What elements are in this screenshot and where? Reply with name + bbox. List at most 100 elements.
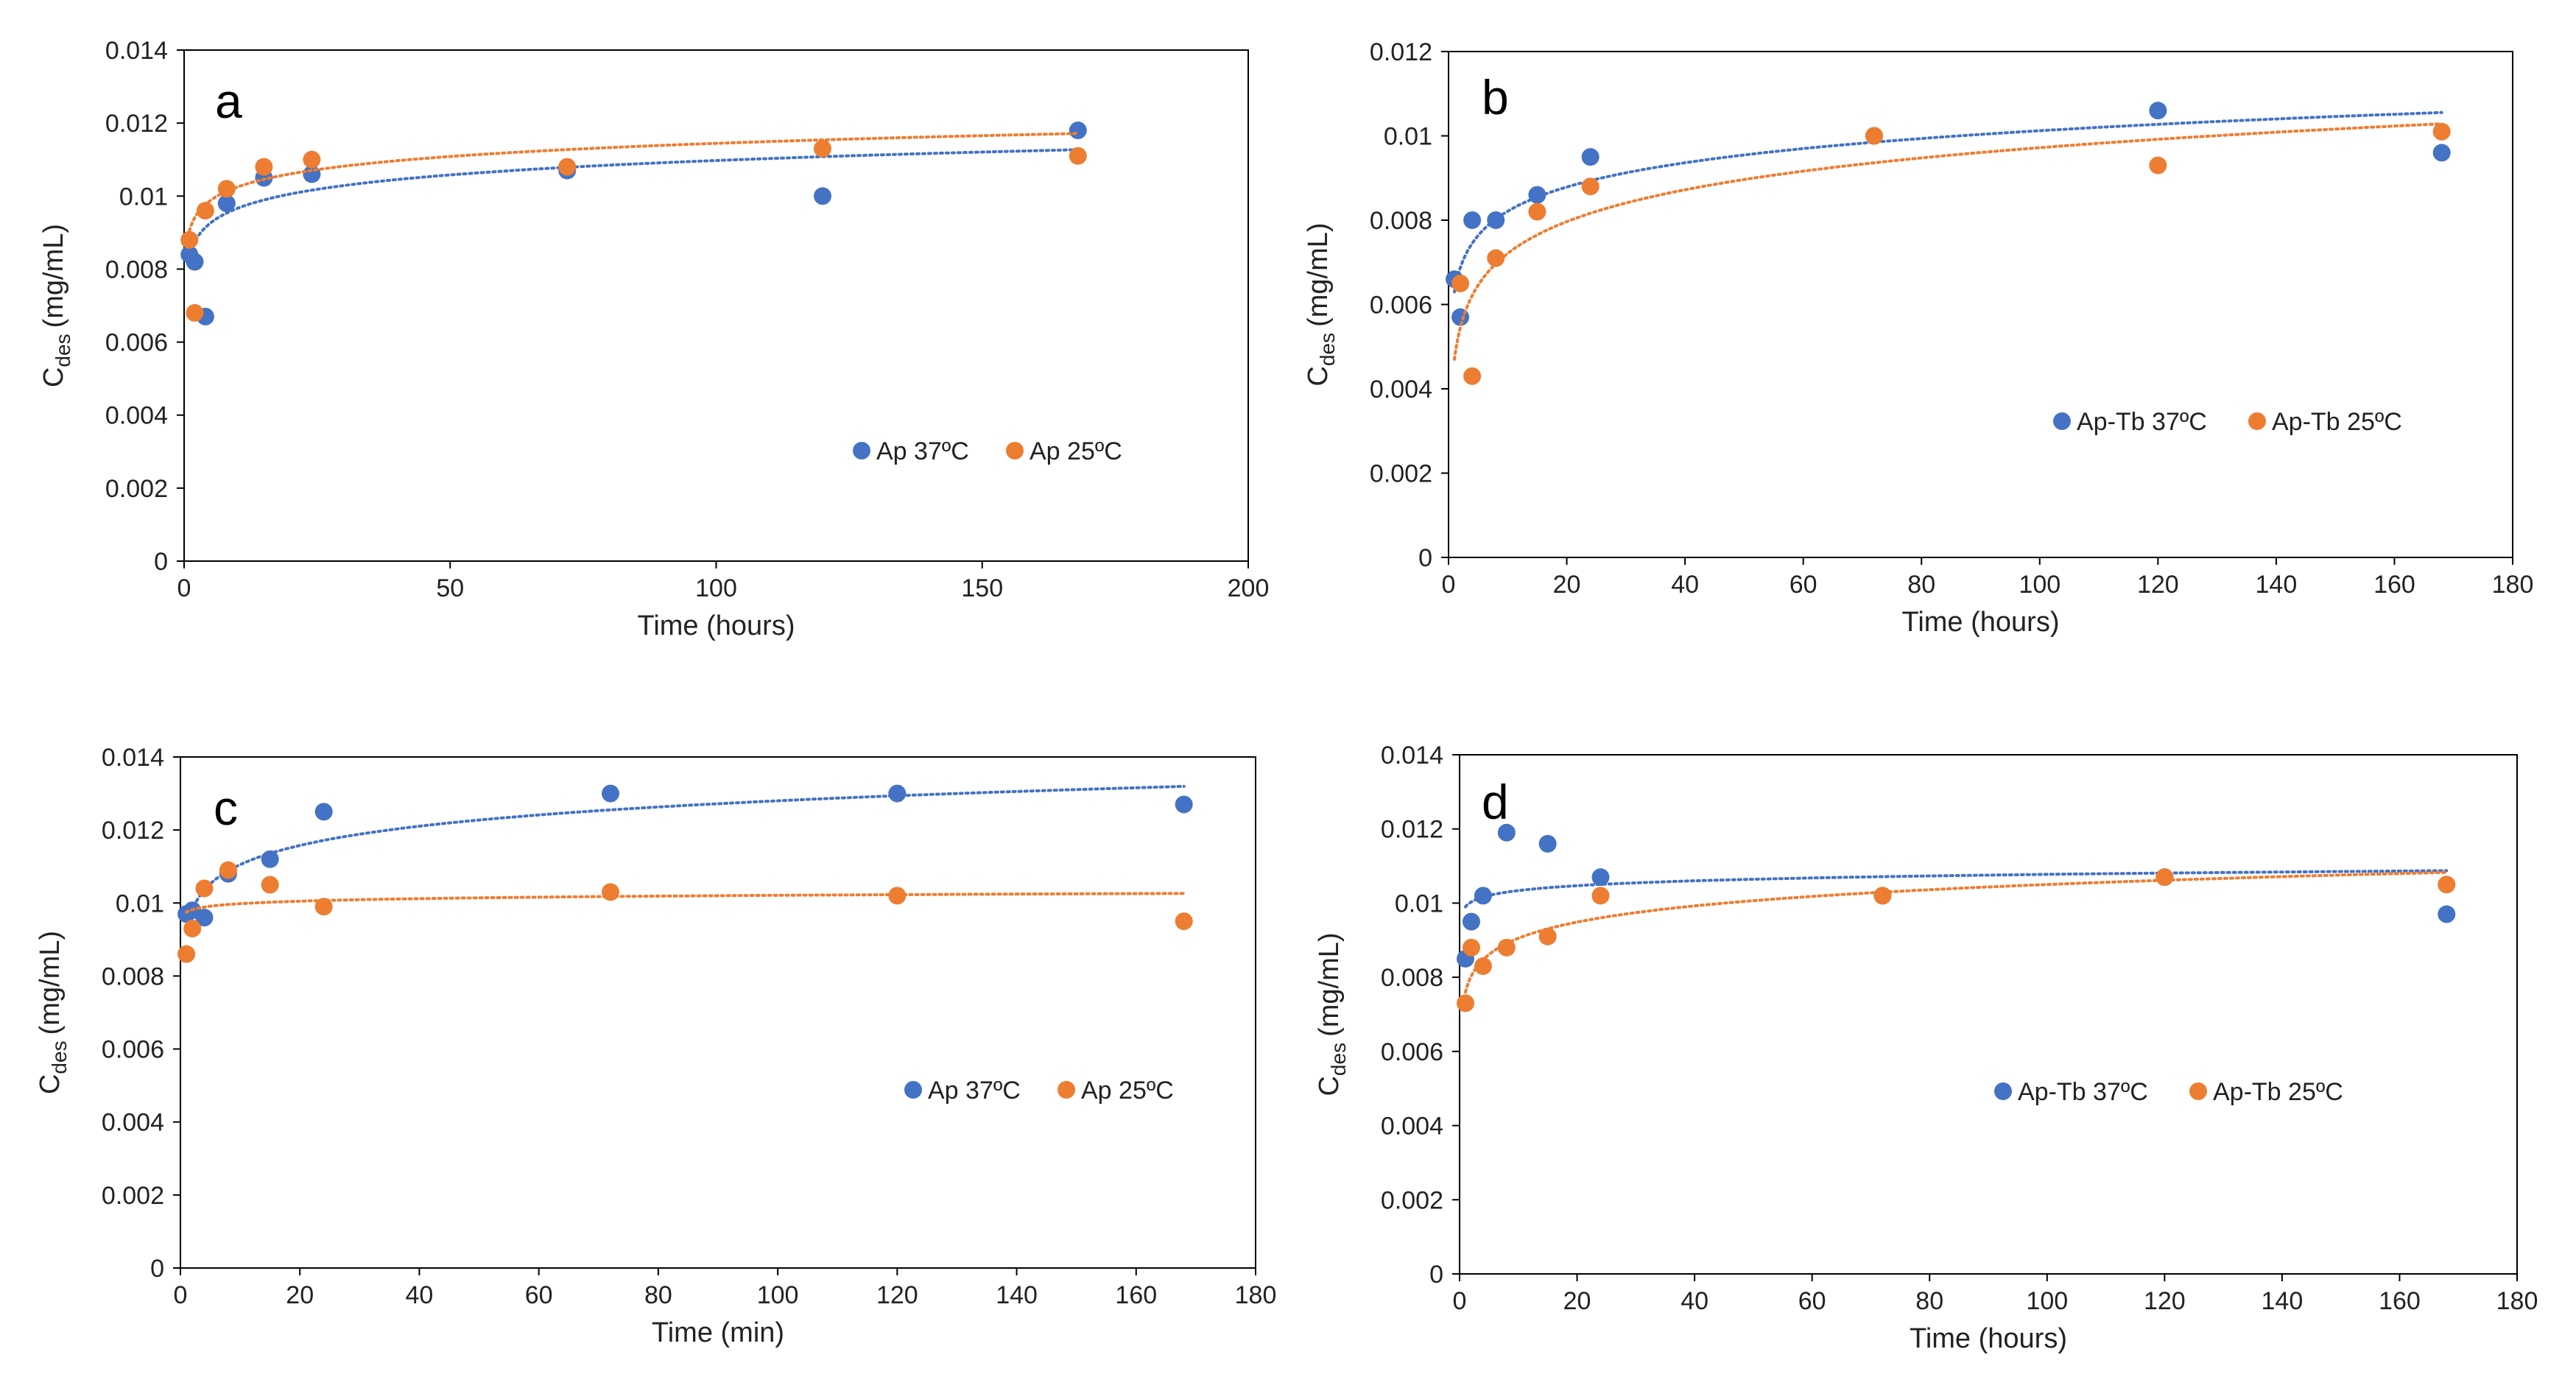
y-axis-label: Cdes (mg/mL) <box>38 224 74 387</box>
y-tick-label: 0.002 <box>1381 1186 1443 1214</box>
x-tick-label: 0 <box>1453 1287 1467 1315</box>
y-tick-label: 0 <box>1418 544 1432 572</box>
y-tick-label: 0.004 <box>102 1109 164 1137</box>
y-tick-label: 0.01 <box>1384 123 1432 151</box>
x-tick-label: 60 <box>1790 571 1817 599</box>
data-point <box>558 158 577 176</box>
series-ap-37-c <box>177 784 1193 930</box>
legend-entry: Ap-Tb 37ºC <box>2018 1078 2148 1106</box>
x-axis-label: Time (hours) <box>1902 607 2060 638</box>
y-tick-label: 0.014 <box>105 37 168 65</box>
y-axis-label-subscript: des <box>1316 333 1339 366</box>
y-tick-label: 0.006 <box>102 1036 164 1064</box>
data-point <box>255 158 273 176</box>
x-tick-label: 160 <box>1115 1281 1157 1309</box>
y-axis-label-unit: (mg/mL) <box>38 224 69 328</box>
x-tick-label: 40 <box>406 1281 434 1309</box>
x-tick-label: 100 <box>695 574 737 602</box>
y-tick-label: 0.002 <box>1370 460 1432 488</box>
data-point <box>814 139 831 158</box>
legend-marker <box>853 442 870 459</box>
data-point <box>1462 912 1480 931</box>
legend-marker <box>2248 412 2266 430</box>
x-tick-label: 0 <box>177 574 191 602</box>
x-tick-label: 150 <box>961 574 1003 602</box>
x-tick-label: 80 <box>644 1281 672 1309</box>
data-point <box>888 887 907 905</box>
y-tick-label: 0.004 <box>1370 376 1432 404</box>
data-point <box>1175 912 1193 931</box>
chart-panel-c: 0 0.002 0.004 0.006 0.008 0.01 0.012 0.014 0 20 40… <box>35 744 1276 1348</box>
data-point <box>1474 887 1492 905</box>
data-point <box>1581 148 1600 166</box>
panel-letter: c <box>214 781 238 835</box>
legend-entry: Ap 25ºC <box>1081 1077 1174 1105</box>
y-axis-label: Cdes (mg/mL) <box>35 931 71 1094</box>
trendline <box>188 132 1080 233</box>
legend-marker <box>1006 442 1024 459</box>
data-point <box>219 861 237 879</box>
y-axis-label-unit: (mg/mL) <box>1314 932 1345 1036</box>
legend-entry: Ap-Tb 25ºC <box>2213 1078 2343 1106</box>
legend-marker <box>1994 1082 2012 1100</box>
x-tick-label: 140 <box>996 1281 1038 1309</box>
y-tick-label: 0.006 <box>105 329 168 357</box>
data-point <box>180 230 199 249</box>
series-ap-tb-25-c <box>1456 868 2456 1012</box>
data-point <box>261 850 279 868</box>
data-point <box>195 909 214 927</box>
plot-frame <box>180 756 1256 1269</box>
y-tick-label: 0.014 <box>102 744 164 772</box>
data-point <box>1591 887 1610 905</box>
y-tick-label: 0.012 <box>1370 38 1432 66</box>
data-point <box>1463 367 1482 385</box>
data-point <box>177 945 196 963</box>
x-tick-label: 180 <box>1235 1281 1277 1309</box>
data-point <box>1474 957 1492 976</box>
trendline <box>1453 122 2443 361</box>
y-tick-label: 0 <box>150 1255 164 1283</box>
data-point <box>1528 186 1546 204</box>
data-point <box>196 202 214 220</box>
series-ap-tb-25-c <box>1451 122 2451 385</box>
y-tick-label: 0 <box>1429 1261 1443 1289</box>
data-point <box>1865 127 1883 145</box>
data-point <box>888 784 907 803</box>
y-tick-label: 0.012 <box>1381 816 1443 844</box>
data-point <box>1069 122 1087 140</box>
data-point <box>1487 249 1505 267</box>
x-tick-label: 20 <box>286 1281 314 1309</box>
data-point <box>1175 795 1193 814</box>
y-tick-label: 0.01 <box>119 183 168 211</box>
x-axis-label: Time (min) <box>652 1317 784 1348</box>
data-point <box>2149 156 2167 175</box>
legend-entry: Ap 25ºC <box>1030 437 1122 465</box>
x-tick-label: 20 <box>1563 1287 1591 1315</box>
x-tick-label: 120 <box>876 1281 918 1309</box>
data-point <box>1581 177 1600 196</box>
x-tick-label: 40 <box>1671 571 1699 599</box>
y-tick-label: 0.004 <box>105 402 168 430</box>
y-tick-label: 0 <box>154 548 168 576</box>
data-point <box>1456 994 1474 1012</box>
y-axis-label-main: C <box>1314 1076 1345 1096</box>
y-tick-label: 0.008 <box>102 962 164 990</box>
data-point <box>303 150 321 169</box>
y-tick-label: 0.01 <box>116 890 164 918</box>
x-tick-label: 0 <box>1442 571 1456 599</box>
x-tick-label: 140 <box>2262 1287 2304 1315</box>
legend-entry: Ap-Tb 37ºC <box>2077 408 2207 436</box>
y-tick-label: 0.008 <box>105 256 168 284</box>
y-tick-label: 0.014 <box>1381 742 1443 770</box>
y-axis-label: Cdes (mg/mL) <box>1314 932 1350 1096</box>
plot-frame <box>1459 754 2518 1275</box>
x-tick-label: 60 <box>525 1281 553 1309</box>
x-tick-label: 100 <box>757 1281 799 1309</box>
x-tick-label: 50 <box>436 574 464 602</box>
data-point <box>261 876 279 894</box>
data-point <box>195 879 214 898</box>
x-tick-label: 160 <box>2373 571 2415 599</box>
x-tick-label: 120 <box>2137 571 2179 599</box>
y-tick-label: 0.002 <box>102 1182 164 1210</box>
data-point <box>1497 938 1516 957</box>
